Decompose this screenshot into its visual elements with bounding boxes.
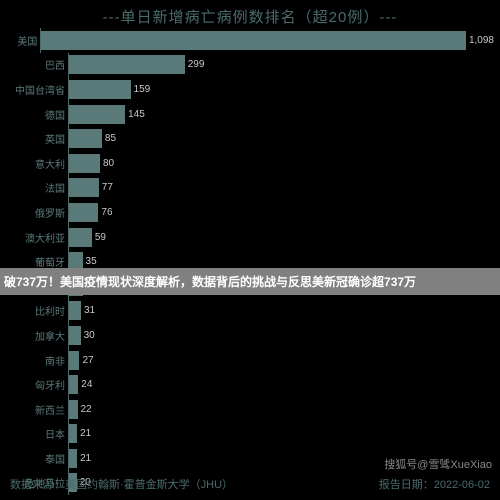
watermark: 搜狐号@雪骘XueXiao	[384, 456, 492, 472]
y-axis-label: 加拿大	[0, 328, 68, 343]
bar-row: 巴西 299	[0, 53, 494, 78]
bar-area: 24	[69, 372, 494, 397]
bar-row: 加拿大 30	[0, 323, 494, 348]
bar	[69, 55, 185, 74]
bar-value-label: 59	[95, 232, 106, 243]
bar-area: 21	[69, 422, 494, 447]
y-axis-label: 英国	[0, 131, 68, 146]
bar	[69, 80, 131, 99]
bar	[69, 228, 92, 247]
y-axis-label: 日本	[0, 426, 68, 441]
bar-value-label: 21	[80, 453, 91, 464]
bar-value-label: 76	[101, 207, 112, 218]
bar-value-label: 299	[188, 59, 205, 70]
bar	[69, 351, 79, 370]
y-axis-label: 葡萄牙	[0, 254, 68, 269]
bar	[41, 31, 466, 50]
y-axis-label: 匈牙利	[0, 377, 68, 392]
bar	[69, 400, 78, 419]
bar-value-label: 85	[105, 133, 116, 144]
y-axis-label: 俄罗斯	[0, 205, 68, 220]
bar-row: 英国 85	[0, 126, 494, 151]
bar-value-label: 21	[80, 428, 91, 439]
bar	[69, 326, 81, 345]
chart-footer: 数据来源：美国约翰斯·霍普金斯大学（JHU） 报告日期：2022-06-02	[10, 476, 490, 492]
y-axis-label: 南非	[0, 353, 68, 368]
bar-row: 法国 77	[0, 176, 494, 201]
bar-chart: 美国 1,098 巴西 299 中国台湾省 159 德国 145 英国 85 意大利 80 法国 77 俄罗…	[0, 28, 494, 472]
y-axis-label: 泰国	[0, 451, 68, 466]
bar-area: 1,098	[41, 28, 494, 53]
y-axis-label: 比利时	[0, 303, 68, 318]
bar-area: 299	[69, 53, 494, 78]
bar	[69, 424, 77, 443]
bar-row: 德国 145	[0, 102, 494, 127]
chart-title: ---单日新增病亡病例数排名（超20例）---	[0, 0, 500, 27]
bar	[69, 129, 102, 148]
bar-row: 匈牙利 24	[0, 372, 494, 397]
bar	[69, 449, 77, 468]
bar	[69, 154, 100, 173]
bar-area: 22	[69, 397, 494, 422]
y-axis-label: 新西兰	[0, 402, 68, 417]
footer-date: 报告日期：2022-06-02	[379, 476, 490, 492]
bar	[69, 375, 78, 394]
bar-value-label: 1,098	[469, 35, 494, 46]
bar-area: 85	[69, 126, 494, 151]
y-axis-label: 德国	[0, 107, 68, 122]
bar-value-label: 30	[84, 330, 95, 341]
bar-area: 27	[69, 348, 494, 373]
bar-value-label: 77	[102, 182, 113, 193]
bar-row: 俄罗斯 76	[0, 200, 494, 225]
bar-value-label: 27	[82, 355, 93, 366]
bar-row: 美国 1,098	[0, 28, 494, 53]
bar-row: 中国台湾省 159	[0, 77, 494, 102]
y-axis-label: 中国台湾省	[0, 82, 68, 97]
bar-value-label: 31	[84, 305, 95, 316]
bar-row: 意大利 80	[0, 151, 494, 176]
bar-row: 日本 21	[0, 422, 494, 447]
y-axis-label: 美国	[0, 33, 40, 48]
bar-area: 59	[69, 225, 494, 250]
bar	[69, 203, 98, 222]
bar	[69, 178, 99, 197]
y-axis-label: 巴西	[0, 57, 68, 72]
footer-source: 数据来源：美国约翰斯·霍普金斯大学（JHU）	[10, 476, 233, 492]
bar-area: 76	[69, 200, 494, 225]
y-axis-label: 澳大利亚	[0, 230, 68, 245]
bar-value-label: 22	[81, 404, 92, 415]
overlay-banner: 破737万！美国疫情现状深度解析，数据背后的挑战与反思美新冠确诊超737万	[0, 268, 500, 295]
bar-area: 30	[69, 323, 494, 348]
bar-area: 31	[69, 299, 494, 324]
bar-value-label: 80	[103, 158, 114, 169]
bar-area: 77	[69, 176, 494, 201]
bar-value-label: 159	[134, 84, 151, 95]
y-axis-label: 法国	[0, 180, 68, 195]
y-axis-label: 意大利	[0, 156, 68, 171]
bar-value-label: 24	[81, 379, 92, 390]
bar	[69, 105, 125, 124]
bar-row: 新西兰 22	[0, 397, 494, 422]
bar-area: 80	[69, 151, 494, 176]
bar	[69, 301, 81, 320]
bar-row: 南非 27	[0, 348, 494, 373]
bar-row: 澳大利亚 59	[0, 225, 494, 250]
bar-area: 145	[69, 102, 494, 127]
bar-row: 比利时 31	[0, 299, 494, 324]
bar-value-label: 35	[86, 256, 97, 267]
bar-area: 159	[69, 77, 494, 102]
bar-value-label: 145	[128, 109, 145, 120]
